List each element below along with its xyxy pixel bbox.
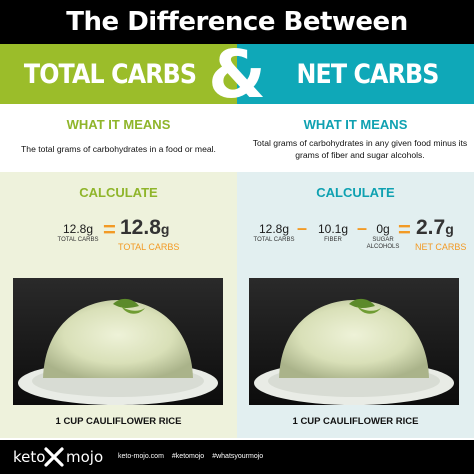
- net-carbs-heading: NET CARBS: [296, 59, 439, 90]
- fiber-label: FIBER: [324, 237, 342, 243]
- calculate-heading-right: CALCULATE: [316, 185, 395, 200]
- net-total-carbs-label: TOTAL CARBS: [253, 237, 295, 243]
- sugar-alcohols-value: 0g: [376, 222, 390, 236]
- cauliflower-rice-photo-right: [249, 278, 459, 405]
- website-link[interactable]: keto-mojo.com: [118, 453, 164, 460]
- net-carbs-band: [237, 44, 474, 104]
- cauliflower-rice-photo-left: [13, 278, 223, 405]
- what-it-means-heading-left: WHAT IT MEANS: [66, 117, 171, 132]
- total-carbs-result: 12.8g: [120, 216, 170, 239]
- net-carbs-result-label: NET CARBS: [415, 242, 467, 252]
- total-carbs-band: [0, 44, 237, 104]
- equals-sign-right: =: [398, 217, 411, 242]
- net-total-carbs-value: 12.8g: [258, 222, 290, 236]
- header-bar: [0, 0, 474, 44]
- brand-x-icon: [43, 446, 65, 468]
- brand-logo-mojo: mojo: [66, 448, 104, 466]
- total-carbs-value: 12.8g: [62, 222, 94, 236]
- page-title: The Difference Between: [66, 7, 408, 37]
- minus-sign-2: –: [357, 218, 368, 238]
- total-carbs-value-label: TOTAL CARBS: [57, 237, 99, 243]
- footer-bar: [0, 440, 474, 474]
- sugar-alcohols-label: SUGAR ALCOHOLS: [366, 237, 400, 250]
- footer-links: keto-mojo.com #ketomojo #whatsyourmojo: [118, 446, 263, 468]
- calculate-heading-left: CALCULATE: [79, 185, 158, 200]
- hashtag-ketomojo[interactable]: #ketomojo: [171, 453, 205, 460]
- total-carbs-heading: TOTAL CARBS: [23, 59, 197, 90]
- ampersand: &: [208, 36, 266, 113]
- net-carbs-result: 2.7g: [416, 216, 454, 239]
- what-it-means-heading-right: WHAT IT MEANS: [303, 117, 408, 132]
- brand-logo-keto: keto: [13, 448, 46, 466]
- total-carbs-description: The total grams of carbohydrates in a fo…: [21, 144, 216, 154]
- total-carbs-result-label: TOTAL CARBS: [118, 242, 180, 252]
- photo-caption-left: 1 CUP CAULIFLOWER RICE: [55, 416, 182, 427]
- hashtag-whatsyourmojo[interactable]: #whatsyourmojo: [212, 453, 264, 460]
- net-carbs-description: Total grams of carbohydrates in any give…: [252, 138, 468, 160]
- minus-sign-1: –: [297, 218, 308, 238]
- fiber-value: 10.1g: [317, 222, 349, 236]
- equals-sign-left: =: [103, 217, 116, 242]
- photo-caption-right: 1 CUP CAULIFLOWER RICE: [292, 416, 419, 427]
